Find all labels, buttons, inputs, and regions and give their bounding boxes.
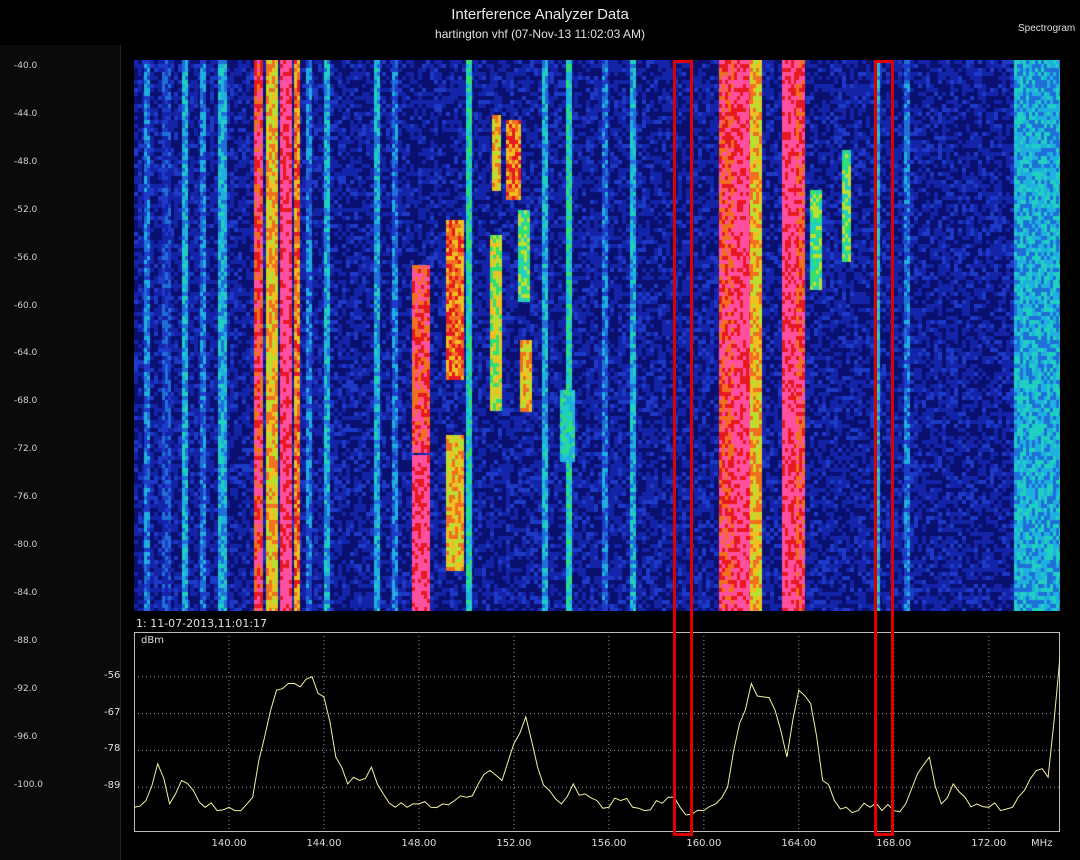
- trace-x-tick-label: 156.00: [591, 838, 627, 849]
- left-scale-label: -84.0: [14, 587, 38, 598]
- spectrogram-waterfall[interactable]: [134, 60, 1060, 611]
- view-mode-label: Spectrogram: [1018, 23, 1076, 34]
- trace-unit-label: dBm: [141, 635, 164, 646]
- highlight-box-right: [874, 60, 894, 836]
- left-scale-label: -96.0: [14, 731, 38, 742]
- trace-x-tick-label: 160.00: [686, 838, 722, 849]
- left-scale-label: -100.0: [14, 779, 44, 790]
- trace-x-tick-label: 144.00: [306, 838, 342, 849]
- left-scale-label: -72.0: [14, 444, 38, 455]
- trace-y-tick-label: -56: [104, 669, 121, 681]
- left-scale: -40.0 -44.0 -48.0 -52.0 -56.0 -60.0 -64.0 -68.0…: [0, 45, 121, 860]
- trace-x-tick-label: 152.00: [496, 838, 532, 849]
- spectrum-trace-chart: [134, 632, 1060, 832]
- trace-x-tick-label: 168.00: [876, 838, 912, 849]
- x-axis-unit: MHz: [1031, 838, 1053, 849]
- trace-x-tick-label: 148.00: [401, 838, 437, 849]
- left-scale-label: -80.0: [14, 540, 38, 550]
- marker-timestamp: 1: 11-07-2013,11:01:17: [136, 617, 268, 630]
- trace-x-tick-label: 172.00: [971, 838, 1007, 849]
- left-scale-label: -48.0: [14, 156, 38, 167]
- spectrum-trace-panel[interactable]: dBm: [134, 632, 1060, 832]
- left-scale-label: -88.0: [14, 635, 38, 646]
- spectrum-trace-line: [134, 656, 1060, 816]
- trace-x-tick-label: 164.00: [781, 838, 817, 849]
- chart-subtitle: hartington vhf (07-Nov-13 11:02:03 AM): [435, 27, 645, 41]
- trace-y-tick-label: -78: [104, 743, 121, 755]
- left-scale-label: -56.0: [14, 252, 38, 263]
- left-scale-label: -40.0: [14, 61, 38, 71]
- left-scale-label: -64.0: [14, 348, 38, 359]
- left-scale-label: -60.0: [14, 300, 38, 311]
- chart-title: Interference Analyzer Data: [451, 6, 629, 23]
- left-scale-label: -76.0: [14, 492, 38, 503]
- trace-x-tick-label: 140.00: [211, 838, 247, 849]
- left-scale-label: -52.0: [14, 204, 38, 215]
- left-scale-label: -68.0: [14, 396, 38, 407]
- left-scale-label: -92.0: [14, 683, 38, 694]
- highlight-box-left: [673, 60, 693, 836]
- trace-y-tick-label: -89: [104, 780, 121, 792]
- left-scale-label: -44.0: [14, 108, 38, 119]
- trace-y-tick-label: -67: [104, 706, 121, 718]
